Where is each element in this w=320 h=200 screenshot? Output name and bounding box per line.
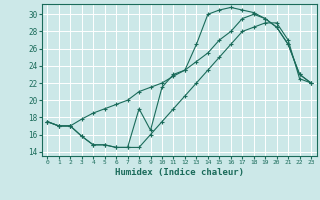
- X-axis label: Humidex (Indice chaleur): Humidex (Indice chaleur): [115, 168, 244, 177]
